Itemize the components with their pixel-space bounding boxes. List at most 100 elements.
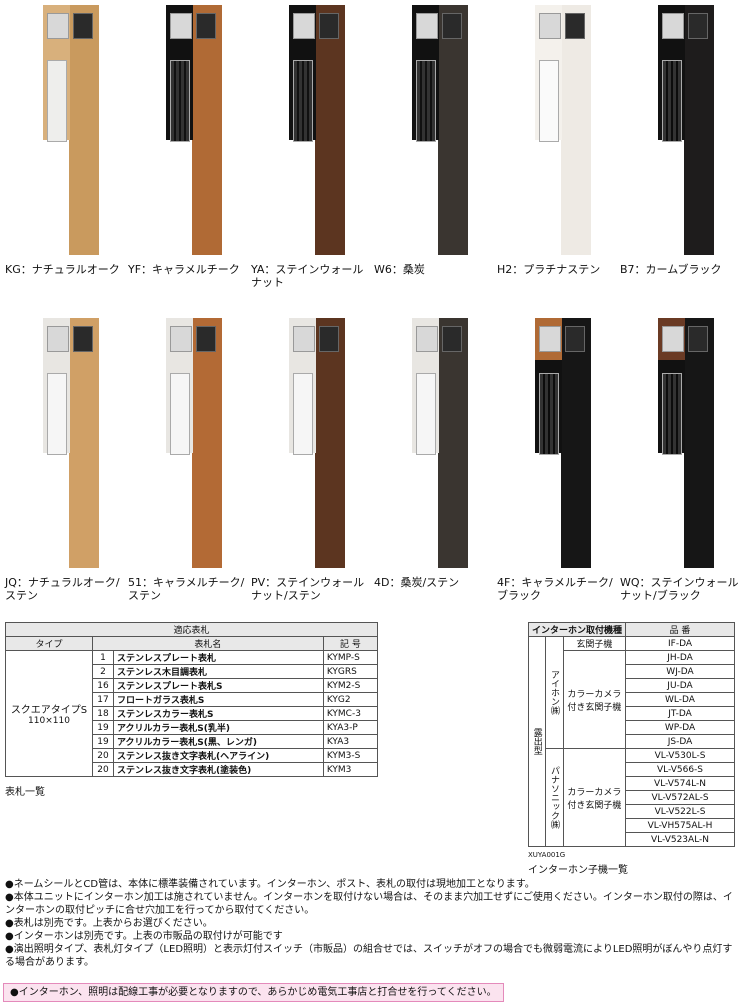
- cell: 19: [92, 734, 114, 749]
- model-cell: WL-DA: [625, 692, 735, 707]
- cell: ステンレス抜き文字表札(ヘアライン): [113, 748, 324, 763]
- cell: 20: [92, 762, 114, 777]
- louver: [540, 374, 543, 454]
- type-size: 110×110: [28, 716, 70, 726]
- post: [166, 318, 222, 568]
- louver: [555, 374, 558, 454]
- name-plate: [47, 13, 69, 39]
- row: VL-V522L-S: [529, 804, 735, 819]
- mail-panel: [293, 60, 313, 142]
- name-table: 適応表札 タイプ 表札名記 号スクエアタイプS 110×110 1 ステンレスプレート表札…: [5, 622, 379, 777]
- louver: [668, 61, 671, 141]
- cell: ステンレス木目調表札: [113, 664, 324, 679]
- mail-panel: [170, 373, 190, 455]
- post-back: [192, 318, 222, 568]
- cell: 18: [92, 706, 114, 721]
- cell: ステンレスプレート表札: [113, 650, 324, 665]
- cell: 17: [92, 692, 114, 707]
- cell: KYA3-P: [322, 720, 379, 735]
- louver: [299, 61, 302, 141]
- intercom: [319, 13, 339, 39]
- louver: [663, 374, 666, 454]
- notes: ●ネームシールとCD管は、本体に標準装備されています。インターホン、ポスト、表札…: [5, 878, 735, 969]
- unit-cell: カラーカメラ付き玄関子機: [562, 748, 627, 847]
- louver: [432, 61, 435, 141]
- intercom: [688, 13, 708, 39]
- post: [166, 5, 222, 255]
- cell: KYM3-S: [322, 748, 379, 763]
- mail-panel: [416, 60, 436, 142]
- post-back: [315, 318, 345, 568]
- intercom: [319, 326, 339, 352]
- louver: [417, 61, 420, 141]
- model-cell: VL-V530L-S: [625, 748, 735, 763]
- group-cell: 露出型: [527, 636, 547, 847]
- mail-panel: [662, 60, 682, 142]
- variant-label: B7：カームブラック: [620, 263, 722, 276]
- variant-label: WQ：ステインウォールナット/ブラック: [620, 576, 739, 602]
- name-plate: [416, 13, 438, 39]
- louver: [545, 374, 548, 454]
- louver: [678, 374, 681, 454]
- note: ●ネームシールとCD管は、本体に標準装備されています。インターホン、ポスト、表札…: [5, 879, 535, 890]
- name-plate: [662, 13, 684, 39]
- warning: ●インターホン、照明は配線工事が必要となりますので、あらかじめ電気工事店と打合せ…: [3, 983, 504, 1002]
- louver: [663, 61, 666, 141]
- louver: [309, 61, 312, 141]
- unit-cell: カラーカメラ付き玄関子機: [562, 650, 627, 749]
- maker-cell: パナソニック㈱: [545, 748, 564, 847]
- cell: ステンレスカラー表札S: [113, 706, 324, 721]
- post-back: [315, 5, 345, 255]
- louver: [673, 61, 676, 141]
- model-cell: VL-V574L-N: [625, 776, 735, 791]
- row: 20 ステンレス抜き文字表札(ヘアライン) KYM3-S: [6, 748, 379, 763]
- post-back: [69, 5, 99, 255]
- variant-label: H2：プラチナステン: [497, 263, 601, 276]
- code: XUYA001G: [528, 851, 566, 859]
- post-back: [684, 5, 714, 255]
- model-cell: WP-DA: [625, 720, 735, 735]
- name-plate: [47, 326, 69, 352]
- post-back: [69, 318, 99, 568]
- variant-label: YF：キャラメルチーク: [128, 263, 240, 276]
- cell: 2: [92, 664, 114, 679]
- type-name: スクエアタイプS: [10, 705, 88, 716]
- cell: KYMP-S: [322, 650, 379, 665]
- post: [658, 5, 714, 255]
- row: 18 ステンレスカラー表札S KYMC-3: [6, 706, 379, 721]
- model-cell: WJ-DA: [625, 664, 735, 679]
- model-cell: VL-VH575AL-H: [625, 818, 735, 833]
- variant-label: YA：ステインウォールナット: [251, 263, 364, 289]
- type-cell: スクエアタイプS 110×110: [5, 650, 93, 777]
- louver: [668, 374, 671, 454]
- model-cell: JS-DA: [625, 734, 735, 749]
- row: カラーカメラ付き玄関子機 JH-DA: [529, 650, 735, 749]
- post: [43, 5, 99, 255]
- cell: 1: [92, 650, 114, 665]
- note: ●本体ユニットにインターホン加工は施されていません。インターホンを取付けない場合…: [5, 892, 733, 916]
- intercom: [196, 13, 216, 39]
- model-cell: IF-DA: [625, 636, 735, 651]
- intercom: [196, 326, 216, 352]
- note: ●演出照明タイプ、表札灯タイプ（LED照明）と表示灯付スイッチ（市販品）の組合せ…: [5, 944, 733, 968]
- cell: ステンレスプレート表札S: [113, 678, 324, 693]
- post-back: [438, 318, 468, 568]
- row: スクエアタイプS 110×110 1 ステンレスプレート表札 KYMP-S: [5, 650, 379, 777]
- header: 適応表札: [5, 622, 378, 637]
- row: パナソニック㈱ カラーカメラ付き玄関子機 VL-V530L-S: [529, 748, 735, 847]
- name-plate: [293, 326, 315, 352]
- mail-panel: [662, 373, 682, 455]
- cell: KYA3: [322, 734, 379, 749]
- post: [43, 318, 99, 568]
- cell: KYGRS: [322, 664, 379, 679]
- row: 2 ステンレス木目調表札 KYGRS: [6, 664, 379, 679]
- cell: ステンレス抜き文字表札(塗装色): [113, 762, 324, 777]
- header: タイプ: [5, 636, 93, 651]
- row: 19 アクリルカラー表札S(乳半) KYA3-P: [6, 720, 379, 735]
- louver: [304, 61, 307, 141]
- intercom: [442, 13, 462, 39]
- header: 表札名: [92, 636, 324, 651]
- intercom: [73, 13, 93, 39]
- louver: [186, 61, 189, 141]
